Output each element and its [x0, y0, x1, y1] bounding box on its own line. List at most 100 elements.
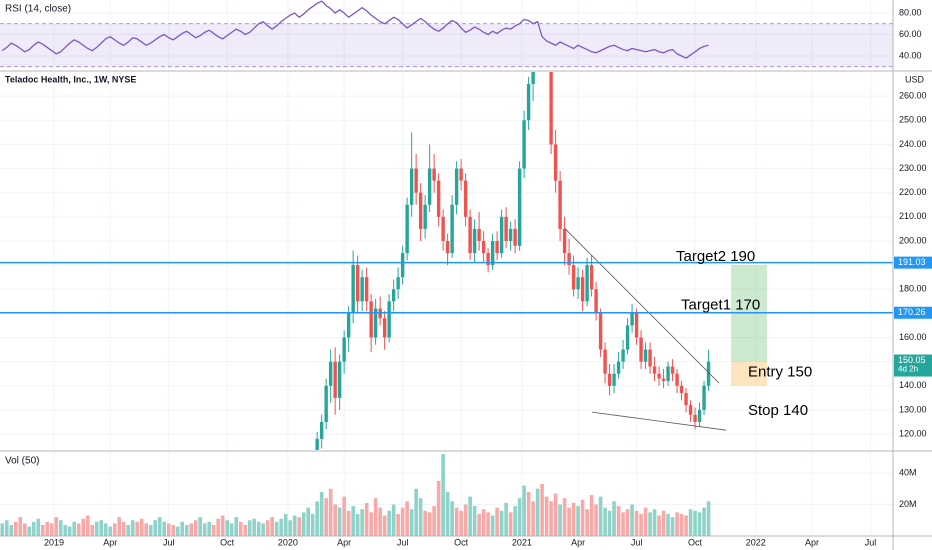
volume-bar	[13, 521, 18, 536]
candle-body	[481, 240, 486, 254]
y-tick-label: 220.00	[899, 187, 927, 197]
rsi-panel	[0, 0, 893, 68]
volume-bar	[162, 521, 167, 536]
volume-bar	[225, 520, 229, 536]
candle-body	[450, 204, 454, 254]
candle-body	[643, 349, 648, 362]
candle-body	[490, 240, 495, 266]
volume-bar	[630, 504, 634, 536]
volume-bar	[207, 521, 211, 536]
volume-bar	[72, 521, 77, 536]
volume-title: Vol (50)	[5, 456, 39, 467]
volume-bar	[112, 523, 117, 536]
volume-bar	[504, 502, 508, 536]
volume-bar	[121, 521, 126, 536]
x-tick-label: 2019	[44, 537, 64, 547]
x-tick-label: Oct	[454, 537, 469, 547]
volume-bar	[396, 513, 400, 536]
candle-body	[549, 72, 553, 145]
volume-bar	[553, 493, 558, 536]
volume-bar	[229, 523, 234, 536]
volume-bar	[76, 523, 81, 536]
volume-bar	[427, 512, 432, 536]
candle-body	[477, 228, 481, 241]
volume-bar	[27, 526, 32, 536]
volume-bar	[652, 509, 657, 536]
volume-bar	[301, 512, 306, 536]
candle-body	[630, 313, 634, 326]
candle-body	[315, 438, 319, 450]
volume-bar	[391, 504, 396, 536]
y-tick-label: 160.00	[899, 332, 927, 342]
volume-bar	[324, 498, 328, 536]
candle-body	[418, 192, 423, 229]
volume-bar	[571, 502, 576, 536]
y-tick-label: 180.00	[899, 284, 927, 294]
volume-bar	[319, 491, 324, 536]
volume-bar	[315, 501, 319, 536]
candle-body	[571, 265, 576, 290]
volume-bar	[216, 518, 220, 536]
volume-bar	[643, 507, 648, 536]
volume-bar	[436, 480, 441, 536]
candle-body	[522, 120, 526, 169]
volume-bar	[342, 496, 346, 536]
x-tick-label: Oct	[688, 537, 703, 547]
volume-bar	[639, 513, 643, 536]
volume-bar	[693, 510, 697, 536]
candle-body	[319, 422, 324, 439]
volume-bar	[247, 520, 252, 536]
volume-bar	[486, 512, 490, 536]
stop-zone	[731, 361, 768, 386]
candle-body	[396, 277, 400, 290]
volume-bar	[459, 510, 463, 536]
candle-body	[427, 168, 432, 205]
volume-bar	[22, 523, 27, 536]
volume-bar	[706, 501, 711, 536]
volume-bar	[243, 524, 247, 536]
volume-bar	[333, 504, 337, 536]
trendline	[564, 227, 720, 384]
volume-bar	[423, 510, 427, 536]
volume-bar	[18, 517, 23, 536]
candle-body	[675, 373, 679, 386]
y-tick-label: 200.00	[899, 235, 927, 245]
candle-body	[486, 253, 490, 266]
volume-bar	[108, 526, 113, 536]
volume-bar	[166, 523, 171, 536]
candle-body	[702, 385, 706, 410]
volume-bar	[382, 515, 387, 536]
volume-bar	[517, 498, 522, 536]
volume-bar	[292, 515, 297, 536]
volume-bar	[184, 524, 189, 536]
candle-body	[607, 373, 612, 386]
candle-body	[324, 385, 328, 422]
candle-body	[679, 385, 684, 394]
volume-bar	[634, 510, 639, 536]
candle-body	[652, 366, 657, 374]
volume-bar	[522, 485, 526, 536]
level-tag	[894, 256, 932, 269]
candle-body	[580, 277, 585, 302]
candle-body	[360, 277, 364, 302]
candle-body	[517, 168, 522, 246]
candle-body	[355, 265, 360, 302]
volume-bar	[355, 513, 360, 536]
candle-body	[603, 349, 607, 374]
last-price-label: 150.05	[898, 355, 926, 365]
volume-bar	[468, 496, 472, 536]
volume-bar	[58, 520, 63, 536]
volume-bar	[256, 521, 261, 536]
y-tick-label: 60.00	[899, 29, 922, 39]
volume-bar	[558, 504, 562, 536]
volume-bar	[670, 517, 675, 536]
volume-bar	[279, 518, 283, 536]
candle-body	[684, 393, 688, 406]
x-tick-label: Apr	[571, 537, 585, 547]
candle-body	[594, 289, 598, 314]
candle-body	[468, 216, 472, 254]
y-tick-label: 20M	[899, 499, 917, 509]
volume-bar	[337, 507, 342, 536]
volume-bar	[63, 524, 68, 536]
x-tick-label: Jul	[865, 537, 877, 547]
